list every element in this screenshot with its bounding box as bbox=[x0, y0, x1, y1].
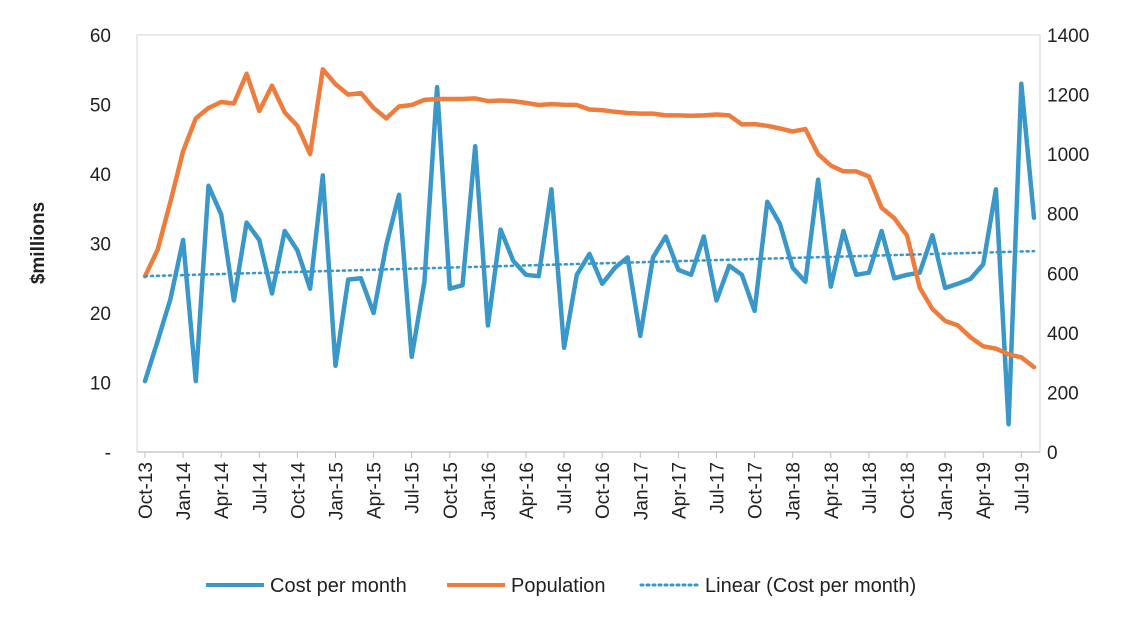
y-tick-label: 40 bbox=[90, 165, 111, 186]
x-tick-label: Oct-13 bbox=[136, 462, 157, 519]
y-tick-label: - bbox=[105, 443, 111, 464]
x-tick-label: Jul-18 bbox=[860, 462, 881, 514]
x-tick-label: Jul-15 bbox=[403, 462, 424, 514]
series-0 bbox=[142, 81, 1037, 427]
series bbox=[142, 67, 1037, 427]
x-tick-label: Jul-17 bbox=[708, 462, 729, 514]
x-tick-label: Jul-14 bbox=[250, 462, 271, 514]
legend-label-cost: Cost per month bbox=[270, 575, 407, 597]
x-tick-label: Apr-14 bbox=[212, 462, 233, 519]
population-line bbox=[142, 67, 1037, 370]
series-2 bbox=[143, 249, 1036, 278]
x-tick-label: Jul-19 bbox=[1012, 462, 1033, 514]
x-tick-label: Jan-16 bbox=[479, 462, 500, 520]
y-tick-label: 60 bbox=[90, 26, 111, 47]
y2-tick-label: 600 bbox=[1047, 264, 1079, 285]
x-tick-label: Oct-16 bbox=[593, 462, 614, 519]
cost-per-month-line bbox=[142, 81, 1037, 427]
plot-border bbox=[136, 34, 1041, 453]
plot-area bbox=[136, 34, 1041, 453]
legend-label-population: Population bbox=[511, 575, 606, 597]
x-tick-label: Jul-16 bbox=[555, 462, 576, 514]
y2-tick-label: 1000 bbox=[1047, 145, 1089, 166]
x-tick-label: Oct-15 bbox=[441, 462, 462, 519]
x-tick-label: Apr-16 bbox=[517, 462, 538, 519]
y2-tick-label: 200 bbox=[1047, 383, 1079, 404]
x-tick-label: Jan-18 bbox=[784, 462, 805, 520]
x-tick-label: Jan-17 bbox=[631, 462, 652, 520]
left-axis-ticks: - 10 20 30 40 50 60 bbox=[90, 26, 111, 464]
x-tick-label: Jan-19 bbox=[936, 462, 957, 520]
y2-tick-label: 1200 bbox=[1047, 86, 1089, 107]
y-tick-label: 10 bbox=[90, 374, 111, 395]
x-tick-label: Oct-17 bbox=[746, 462, 767, 519]
legend: Cost per month Population Linear (Cost p… bbox=[206, 575, 916, 597]
linear-trendline bbox=[143, 249, 1036, 278]
right-axis-ticks: 0 200 400 600 800 1000 1200 1400 bbox=[1047, 26, 1089, 464]
y-axis-label: $millions bbox=[28, 202, 49, 284]
x-tick-label: Apr-15 bbox=[365, 462, 386, 519]
x-tick-label: Apr-19 bbox=[974, 462, 995, 519]
x-tick-label: Jan-14 bbox=[174, 462, 195, 521]
y2-tick-label: 0 bbox=[1047, 443, 1058, 464]
legend-label-linear: Linear (Cost per month) bbox=[705, 575, 916, 597]
x-tick-label: Oct-18 bbox=[898, 462, 919, 519]
y2-tick-label: 1400 bbox=[1047, 26, 1089, 47]
y2-tick-label: 800 bbox=[1047, 205, 1079, 226]
y-tick-label: 30 bbox=[90, 235, 111, 256]
x-tick-label: Jan-15 bbox=[327, 462, 348, 520]
x-tick-label: Apr-18 bbox=[822, 462, 843, 519]
y2-tick-label: 400 bbox=[1047, 324, 1079, 345]
series-1 bbox=[142, 67, 1037, 370]
x-tick-label: Apr-17 bbox=[669, 462, 690, 519]
x-tick-label: Oct-14 bbox=[288, 462, 309, 519]
x-axis-ticks: Oct-13 Jan-14 Apr-14 Jul-14 Oct-14 Jan-15 Apr-… bbox=[136, 452, 1033, 520]
y-tick-label: 20 bbox=[90, 304, 111, 325]
y-tick-label: 50 bbox=[90, 96, 111, 117]
